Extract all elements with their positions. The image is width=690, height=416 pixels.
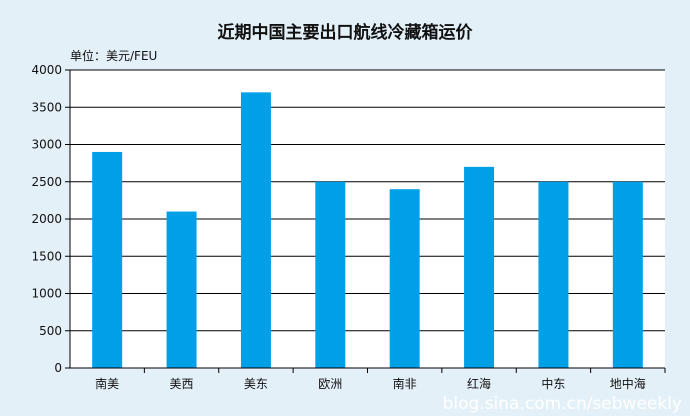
bar-8	[612, 181, 643, 368]
y-tick-label: 3500	[31, 100, 62, 114]
unit-label: 单位：美元/FEU	[70, 48, 157, 63]
x-category-label: 红海	[467, 376, 491, 391]
bar-7	[538, 181, 569, 368]
bar-2	[166, 211, 197, 368]
bar-1	[92, 151, 123, 368]
x-category-label: 南非	[393, 376, 417, 391]
y-axis-ticks: 0 500 1000 1500 2000 2500 3000 3500 4000	[31, 63, 70, 375]
y-tick-label: 500	[39, 324, 62, 338]
bar-6	[464, 166, 495, 368]
x-category-label: 美东	[244, 377, 268, 391]
x-category-label: 美西	[170, 377, 194, 391]
y-tick-label: 2000	[31, 212, 62, 226]
watermark: blog.sina.com.cn/sebweekly	[443, 394, 682, 414]
x-axis-labels: 南美 美西 美东 欧洲 南非 红海 中东 地中海	[95, 368, 666, 391]
y-tick-label: 3000	[31, 138, 62, 152]
bar-4	[315, 181, 346, 368]
bar-3	[240, 92, 271, 368]
chart-title: 近期中国主要出口航线冷藏箱运价	[218, 22, 474, 43]
x-category-label: 南美	[95, 376, 119, 391]
y-tick-label: 0	[54, 361, 62, 375]
y-tick-label: 1500	[31, 249, 62, 263]
x-category-label: 地中海	[610, 376, 646, 391]
x-category-label: 欧洲	[318, 377, 342, 391]
bar-5	[389, 189, 420, 368]
y-tick-label: 1000	[31, 287, 62, 301]
y-tick-label: 4000	[31, 63, 62, 77]
y-tick-label: 2500	[31, 175, 62, 189]
x-category-label: 中东	[541, 376, 565, 391]
bars	[92, 92, 643, 368]
